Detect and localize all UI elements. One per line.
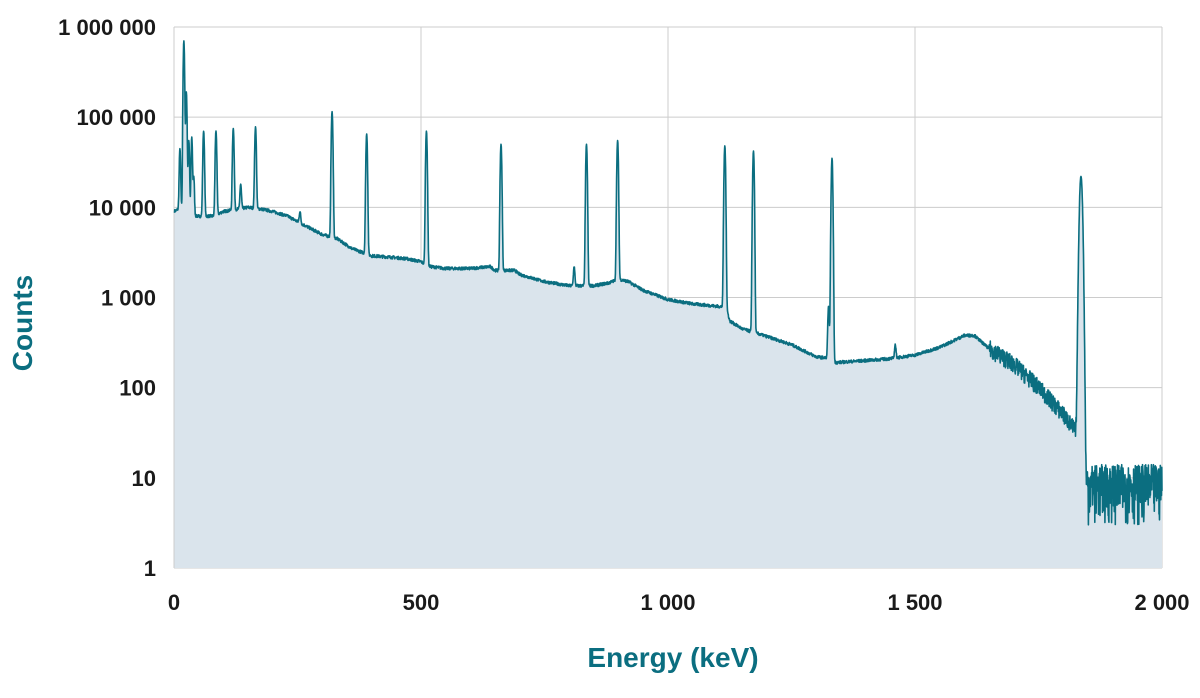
- y-tick-label: 10 000: [89, 195, 156, 220]
- x-tick-label: 1 500: [887, 590, 942, 615]
- x-tick-label: 2 000: [1134, 590, 1189, 615]
- x-tick-label: 500: [403, 590, 440, 615]
- y-tick-label: 10: [132, 466, 156, 491]
- y-axis-title: Counts: [7, 275, 38, 371]
- x-axis-title: Energy (keV): [587, 642, 758, 673]
- y-tick-label: 1 000: [101, 286, 156, 311]
- y-tick-label: 1 000 000: [58, 15, 156, 40]
- y-tick-label: 100 000: [76, 105, 156, 130]
- x-tick-label: 0: [168, 590, 180, 615]
- y-tick-label: 100: [119, 376, 156, 401]
- spectrum-area-fill: [174, 40, 1162, 568]
- y-tick-label: 1: [144, 556, 156, 581]
- y-axis-ticks: 1 10 100 1 000 10 000 100 000 1 000 000: [58, 15, 156, 581]
- x-tick-label: 1 000: [640, 590, 695, 615]
- x-axis-ticks: 0 500 1 000 1 500 2 000: [168, 590, 1190, 615]
- series-area: [173, 40, 1163, 568]
- spectrum-line: [173, 40, 1163, 526]
